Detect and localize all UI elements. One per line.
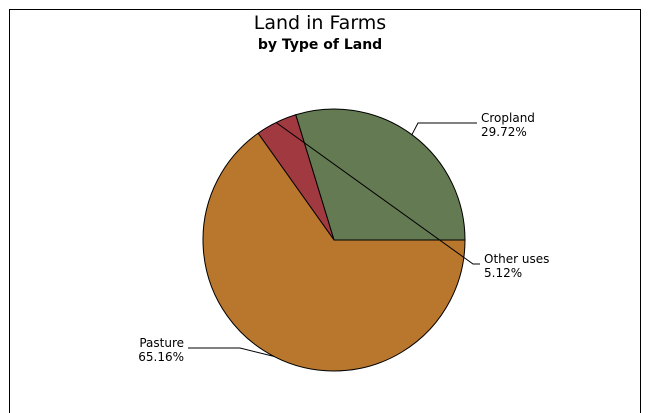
slice-label-cropland: Cropland (481, 111, 535, 125)
leader-line-pasture (188, 347, 275, 357)
chart-subtitle: by Type of Land (258, 37, 382, 53)
slice-label-other-uses: Other uses (484, 252, 549, 266)
pie-slices (202, 108, 466, 372)
slice-value-cropland: 29.72% (481, 125, 527, 139)
slice-label-pasture: Pasture (139, 336, 184, 350)
pie-slice-pasture (202, 132, 466, 372)
leader-line-other-uses (275, 122, 480, 265)
chart-title: Land in Farms (254, 12, 386, 34)
slice-value-other-uses: 5.12% (484, 266, 522, 280)
slice-value-pasture: 65.16% (138, 350, 184, 364)
leader-line-cropland (411, 122, 477, 135)
